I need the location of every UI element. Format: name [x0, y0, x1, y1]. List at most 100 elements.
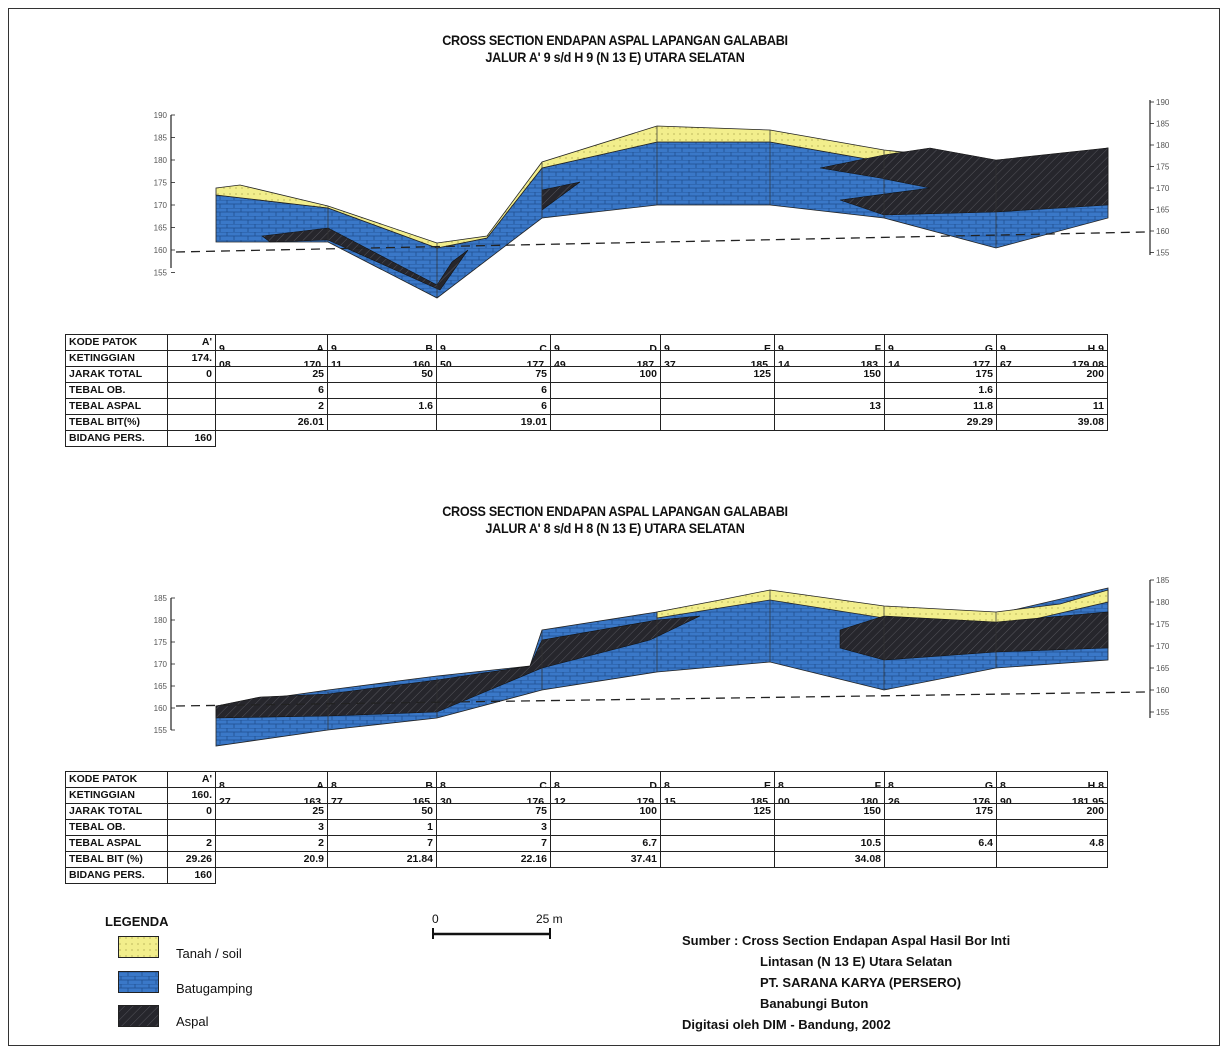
section1-borehole-lines	[327, 126, 997, 298]
cell-right: G	[984, 342, 993, 351]
cell-right: 177.	[526, 358, 547, 367]
axis-tick-label: 155	[1156, 249, 1170, 258]
row-label: KETINGGIAN	[65, 350, 168, 367]
soil-swatch	[118, 936, 159, 958]
table-cell	[550, 382, 661, 399]
axis-tick-label: 155	[154, 726, 168, 735]
table-cell: 11	[996, 398, 1108, 415]
cell-right: 183.	[860, 358, 881, 367]
table-cell: 1.6	[327, 398, 437, 415]
legend-label-soil: Tanah / soil	[176, 946, 242, 961]
table-cell: 6	[436, 398, 551, 415]
cell-right: C	[539, 779, 547, 788]
axis-tick-label: 165	[154, 224, 168, 233]
table-cell: 49 187.	[550, 350, 661, 367]
table-cell: 77 165.	[327, 787, 437, 804]
section2-title-line1: CROSS SECTION ENDAPAN ASPAL LAPANGAN GAL…	[442, 503, 788, 519]
cell-left: 77	[331, 795, 343, 804]
table-cell: 125	[660, 366, 775, 383]
table-cell: 175	[884, 366, 997, 383]
cell-left: 9	[1000, 342, 1006, 351]
table-cell	[884, 851, 997, 868]
source-line5: Digitasi oleh DIM - Bandung, 2002	[682, 1017, 891, 1032]
table-cell	[550, 414, 661, 431]
table-cell: 90 181.95	[996, 787, 1108, 804]
axis-tick-label: 185	[154, 594, 168, 603]
axis-tick-label: 160	[1156, 686, 1170, 695]
section1-title-line1: CROSS SECTION ENDAPAN ASPAL LAPANGAN GAL…	[442, 32, 788, 48]
axis-tick-label: 180	[154, 156, 168, 165]
cell-right: 165.	[412, 795, 433, 804]
cell-left: 90	[1000, 795, 1012, 804]
table-cell	[774, 819, 885, 836]
axis-tick-label: 165	[1156, 664, 1170, 673]
table-cell: 6	[215, 382, 328, 399]
table-cell: 19.01	[436, 414, 551, 431]
table-cell: 39.08	[996, 414, 1108, 431]
table-cell: 3	[436, 819, 551, 836]
section2-title-line2: JALUR A' 8 s/d H 8 (N 13 E) UTARA SELATA…	[485, 520, 745, 536]
cell-right: 163.	[303, 795, 324, 804]
table-row: JARAK TOTAL 0 25 50 75 100 125 150 175 200	[65, 803, 1108, 820]
table-cell: 21.84	[327, 851, 437, 868]
table-cell	[774, 414, 885, 431]
axis-tick-label: 155	[1156, 708, 1170, 717]
table-cell	[660, 414, 775, 431]
table-cell: 26.01	[215, 414, 328, 431]
row-label: KETINGGIAN	[65, 787, 168, 804]
legend-label-limestone: Batugamping	[176, 981, 253, 996]
cell-right: F	[874, 779, 881, 788]
section1-datum-line	[175, 231, 1146, 253]
table-cell	[660, 398, 775, 415]
cell-left: 8	[219, 779, 225, 788]
cell-left: 30	[440, 795, 452, 804]
row-label: TEBAL OB.	[65, 382, 168, 399]
table-cell: 7	[436, 835, 551, 852]
axis-tick-label: 170	[1156, 184, 1170, 193]
table-cell	[774, 382, 885, 399]
table-cell: 125	[660, 803, 775, 820]
table-row: BIDANG PERS. 160	[65, 430, 1108, 447]
table-cell	[167, 414, 216, 431]
table-cell: 27 163.	[215, 787, 328, 804]
table-row: TEBAL OB. 3 1 3	[65, 819, 1108, 836]
table-cell: 50	[327, 366, 437, 383]
table-cell: A'	[167, 771, 216, 788]
table-row: TEBAL OB. 6 6 1.6	[65, 382, 1108, 399]
table-cell	[996, 382, 1108, 399]
table-cell: 00 180.	[774, 787, 885, 804]
cell-left: 8	[778, 779, 784, 788]
cell-right: 160.	[412, 358, 433, 367]
table-cell: 75	[436, 366, 551, 383]
axis-tick-label: 190	[154, 111, 168, 120]
section2-title: CROSS SECTION ENDAPAN ASPAL LAPANGAN GAL…	[62, 503, 1169, 537]
table-cell	[660, 819, 775, 836]
axis-tick-label: 160	[1156, 227, 1170, 236]
table-cell: 12 179.	[550, 787, 661, 804]
axis-tick-label: 190	[1156, 98, 1170, 107]
section2-datum-line	[175, 691, 1146, 707]
axis-tick-label: 180	[1156, 141, 1170, 150]
cell-right: H 9	[1087, 342, 1104, 351]
cell-right: 185.	[750, 795, 771, 804]
axis-tick-label: 185	[1156, 120, 1170, 129]
cell-left: 14	[778, 358, 790, 367]
table-cell: 15 185.	[660, 787, 775, 804]
axis-tick-label: 175	[1156, 163, 1170, 172]
table-cell	[167, 382, 216, 399]
cell-left: 26	[888, 795, 900, 804]
section2-borehole-lines	[327, 590, 997, 730]
table-cell: 160	[167, 430, 216, 447]
cell-right: E	[763, 342, 771, 351]
table-cell: 2	[215, 398, 328, 415]
cell-right: 179.08	[1071, 358, 1104, 367]
table-cell: 2	[215, 835, 328, 852]
cell-left: 8	[1000, 779, 1006, 788]
row-label: TEBAL OB.	[65, 819, 168, 836]
